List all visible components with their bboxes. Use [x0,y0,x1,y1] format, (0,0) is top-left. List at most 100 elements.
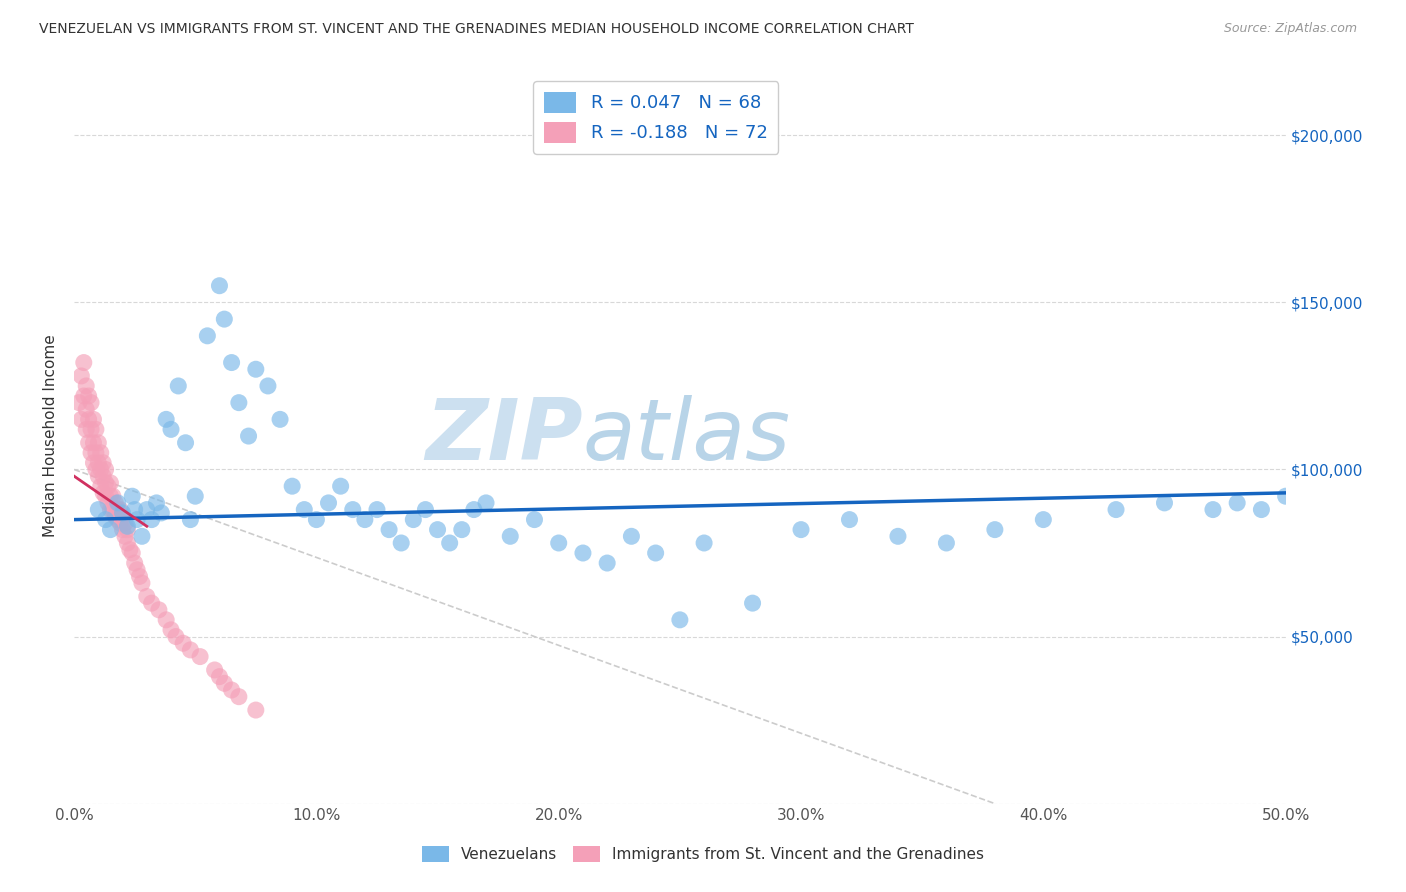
Point [84,446,107,460]
Point [90,446,112,460]
Point [669,613,692,627]
Point [91,469,114,483]
Point [693,536,716,550]
Point [107,496,129,510]
Point [572,546,595,560]
Point [179,643,201,657]
Point [426,523,449,537]
Point [77,435,100,450]
Point [131,529,153,543]
Point [124,556,146,570]
Point [118,542,141,557]
Point [121,489,143,503]
Text: Source: ZipAtlas.com: Source: ZipAtlas.com [1223,22,1357,36]
Point [84,422,107,436]
Point [281,479,304,493]
Point [104,496,127,510]
Point [135,502,157,516]
Point [108,516,131,530]
Point [389,536,412,550]
Point [1250,502,1272,516]
Point [90,479,112,493]
Point [82,456,104,470]
Point [499,529,522,543]
Point [1226,496,1249,510]
Point [160,422,183,436]
Point [94,462,117,476]
Point [100,523,122,537]
Point [97,496,120,510]
Point [208,278,231,293]
Point [80,422,103,436]
Point [75,379,97,393]
Point [114,529,136,543]
Point [80,446,103,460]
Point [984,523,1007,537]
Point [221,355,243,369]
Y-axis label: Median Household Income: Median Household Income [44,334,58,538]
Point [94,513,117,527]
Point [184,489,207,503]
Point [463,502,485,516]
Point [257,379,280,393]
Point [195,328,218,343]
Text: VENEZUELAN VS IMMIGRANTS FROM ST. VINCENT AND THE GRENADINES MEDIAN HOUSEHOLD IN: VENEZUELAN VS IMMIGRANTS FROM ST. VINCEN… [39,22,914,37]
Point [378,523,401,537]
Point [214,312,236,326]
Point [97,479,120,493]
Point [342,502,364,516]
Point [91,486,114,500]
Point [167,379,190,393]
Point [117,523,139,537]
Point [644,546,666,560]
Point [82,412,104,426]
Point [100,502,122,516]
Point [141,513,163,527]
Point [402,513,425,527]
Point [245,362,267,376]
Point [117,519,139,533]
Point [214,676,236,690]
Point [84,462,107,476]
Point [450,523,472,537]
Point [292,502,315,516]
Point [100,475,122,490]
Point [366,502,388,516]
Point [87,435,110,450]
Point [145,496,167,510]
Point [104,509,127,524]
Point [141,596,163,610]
Legend: R = 0.047   N = 68, R = -0.188   N = 72: R = 0.047 N = 68, R = -0.188 N = 72 [533,81,779,153]
Point [305,513,328,527]
Point [329,479,352,493]
Point [245,703,267,717]
Point [790,523,813,537]
Point [124,502,146,516]
Point [73,355,96,369]
Point [87,469,110,483]
Point [101,502,124,516]
Text: ZIP: ZIP [426,394,583,477]
Point [1274,489,1296,503]
Text: atlas: atlas [583,394,792,477]
Point [935,536,957,550]
Point [741,596,763,610]
Point [90,462,112,476]
Point [155,613,177,627]
Point [135,590,157,604]
Point [354,513,377,527]
Point [114,516,136,530]
Point [131,576,153,591]
Point [221,683,243,698]
Point [82,435,104,450]
Point [596,556,619,570]
Point [107,513,129,527]
Point [523,513,546,527]
Point [1032,513,1054,527]
Point [439,536,461,550]
Point [111,523,134,537]
Point [75,402,97,417]
Point [70,412,93,426]
Point [127,513,149,527]
Point [107,502,129,516]
